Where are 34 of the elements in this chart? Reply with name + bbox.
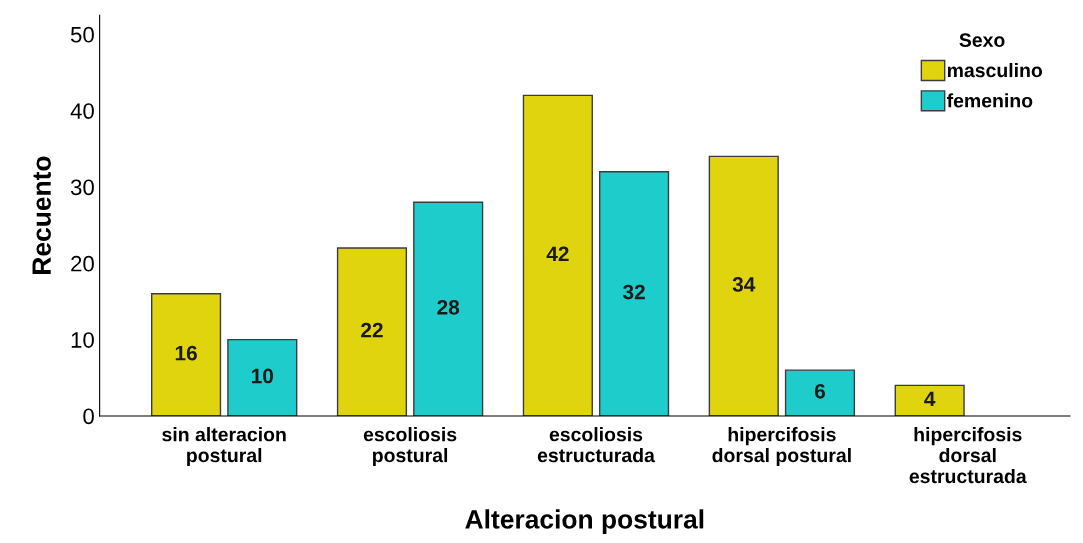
y-tick-label: 10 xyxy=(71,332,94,348)
bar xyxy=(784,369,856,416)
data-label: 4 xyxy=(924,391,936,407)
x-axis-title: Alteracion postural xyxy=(465,509,704,534)
bar xyxy=(336,247,408,416)
x-tick-label: sin alteracion postural xyxy=(162,427,286,467)
x-tick-label: hipercifosis dorsal estructurada xyxy=(909,427,1027,484)
bar xyxy=(598,170,670,416)
y-axis-title: Recuento xyxy=(32,156,51,274)
data-label: 6 xyxy=(814,383,826,399)
legend-label: masculino xyxy=(947,62,1043,78)
bar xyxy=(894,384,965,416)
bar xyxy=(150,293,222,416)
bar xyxy=(413,201,484,416)
data-label: 28 xyxy=(437,299,460,315)
data-label: 22 xyxy=(361,322,383,338)
y-tick-label: 40 xyxy=(70,103,94,119)
x-tick-label: escoliosis estructurada xyxy=(537,427,655,463)
data-label: 10 xyxy=(252,368,274,384)
data-label: 42 xyxy=(546,246,569,262)
legend-title: Sexo xyxy=(959,33,1005,47)
y-tick-label: 50 xyxy=(70,26,94,43)
bar xyxy=(522,94,593,416)
y-tick-label: 20 xyxy=(71,255,94,272)
legend-label: femenino xyxy=(946,93,1033,108)
data-label: 16 xyxy=(175,345,197,361)
data-label: 32 xyxy=(622,284,645,300)
bar xyxy=(708,155,779,416)
y-tick-label: 0 xyxy=(83,408,94,425)
bar xyxy=(227,338,298,416)
x-tick-label: escoliosis postural xyxy=(363,427,457,467)
y-tick-label: 30 xyxy=(70,179,94,196)
data-label: 34 xyxy=(732,277,756,292)
x-tick-label: hipercifosis dorsal postural xyxy=(712,427,851,467)
